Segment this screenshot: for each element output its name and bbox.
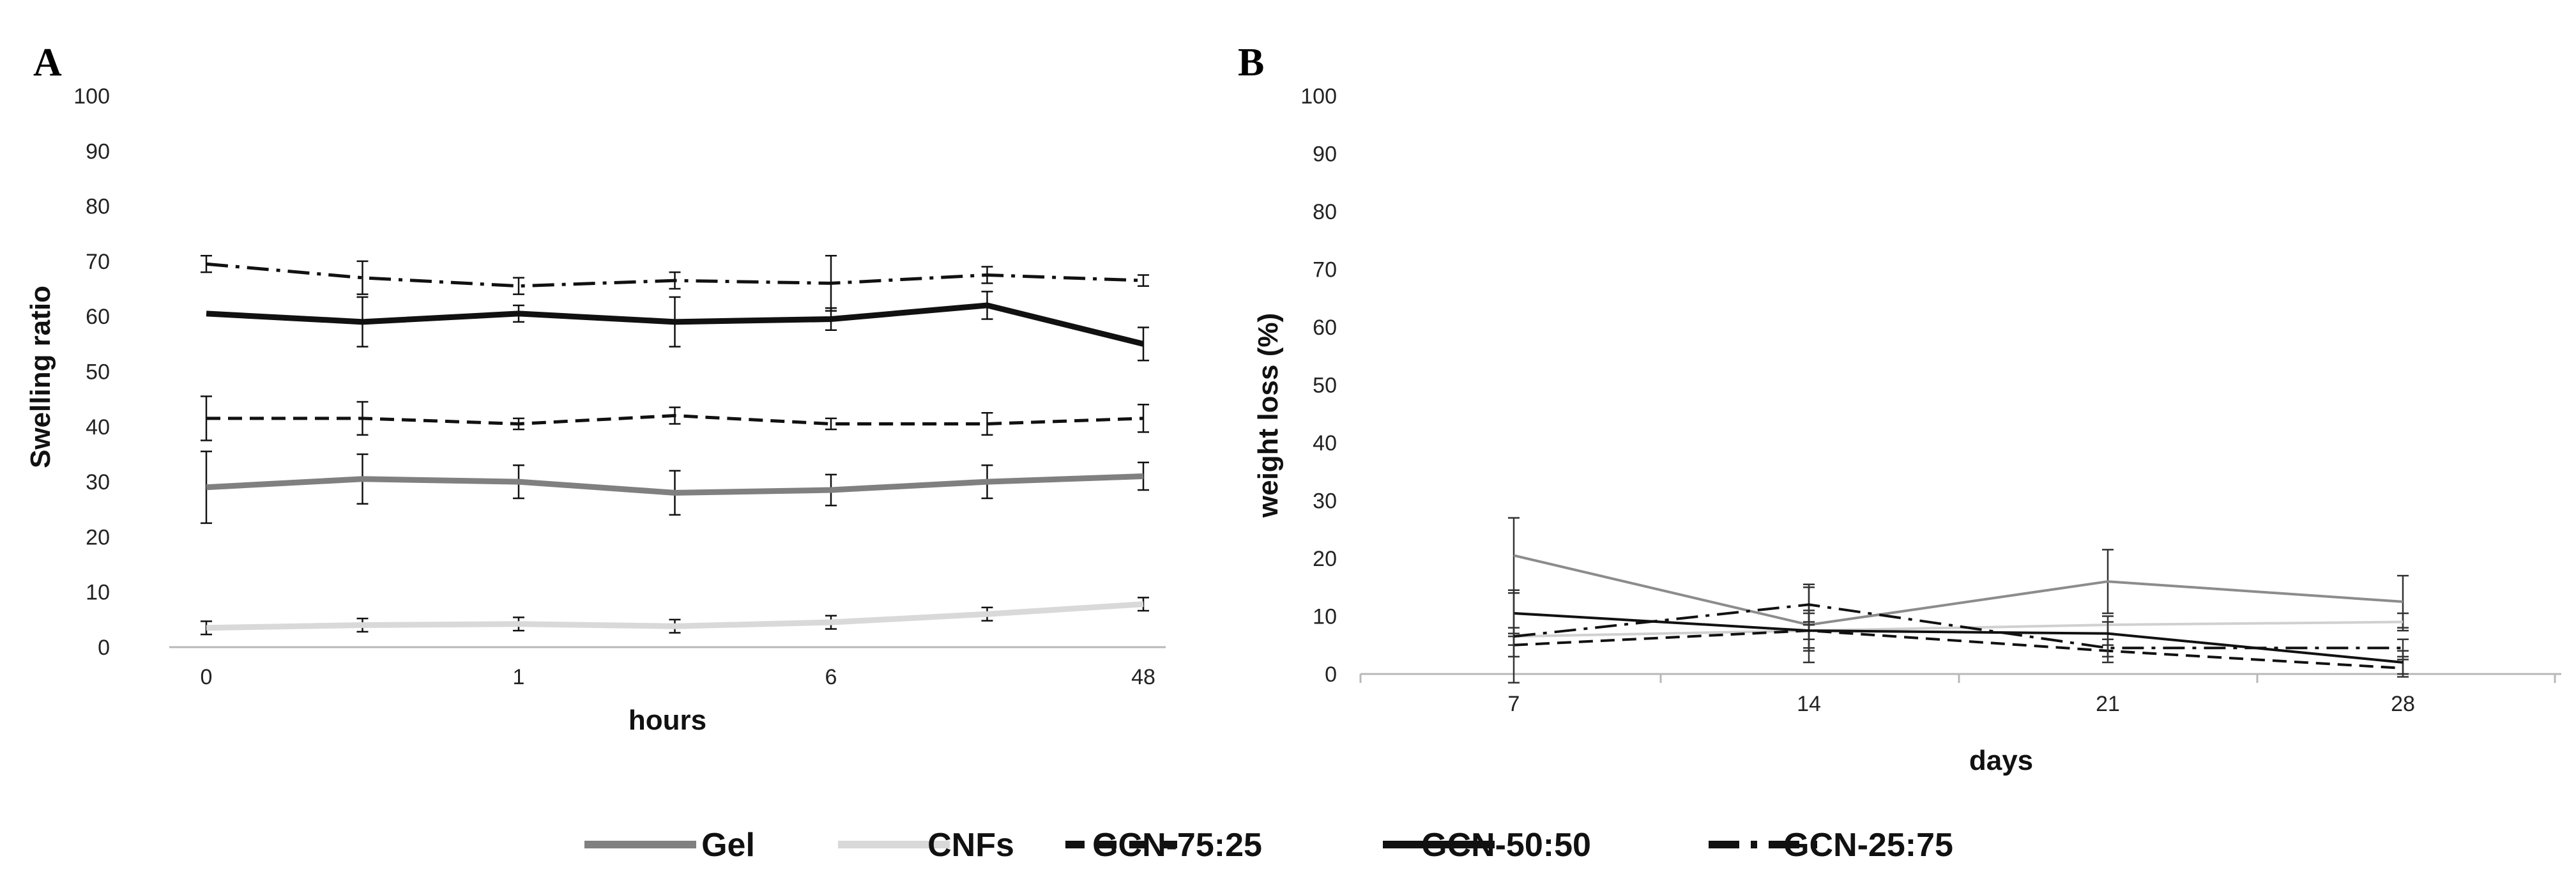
panel-a-x-axis-ticks: 0 1 6 48 (201, 665, 1155, 689)
a-y-tick-label: 80 (86, 195, 110, 219)
a-series-gcn-75-25 (201, 395, 1149, 441)
panel-a-y-axis-ticks: 0 10 20 30 40 50 60 70 80 90 100 (73, 84, 110, 660)
b-y-tick-label: 20 (1313, 547, 1337, 571)
legend-label-gcn-75-25: GCN-75:25 (1092, 827, 1262, 864)
a-series-gcn-25-75 (201, 255, 1149, 312)
panel-a-letter: A (33, 41, 62, 84)
b-y-tick-label: 10 (1313, 605, 1337, 629)
b-y-tick-label: 70 (1313, 258, 1337, 282)
panel-b-series (1508, 517, 2409, 684)
b-x-tick-label: 7 (1508, 692, 1520, 716)
a-y-tick-label: 30 (86, 470, 110, 494)
a-error-bars-cnfs (201, 597, 1149, 636)
b-y-tick-label: 0 (1325, 662, 1337, 687)
a-error-bars-gcn-50-50 (356, 291, 1149, 362)
legend-label-cnfs: CNFs (927, 827, 1014, 864)
a-x-tick-label: 48 (1131, 665, 1155, 689)
panel-a-x-axis-title: hours (629, 705, 706, 736)
a-y-tick-label: 0 (98, 636, 110, 660)
b-y-tick-label: 90 (1313, 142, 1337, 167)
b-x-tick-label: 28 (2391, 692, 2415, 716)
b-x-tick-label: 14 (1797, 692, 1821, 716)
b-line-gcn-75-25 (1513, 629, 2404, 670)
legend-label-gcn-50-50: GCN-50:50 (1421, 827, 1591, 864)
a-y-tick-label: 100 (73, 84, 110, 109)
a-series-gel (201, 450, 1149, 524)
panel-b-letter: B (1238, 41, 1264, 84)
a-series-gcn-50-50 (206, 291, 1149, 362)
a-line-cnfs (206, 601, 1144, 631)
a-error-bars-gel (201, 450, 1149, 524)
a-series-cnfs (201, 597, 1149, 636)
b-line-cnfs (1513, 620, 2404, 638)
a-y-tick-label: 10 (86, 581, 110, 605)
panel-b-y-axis-ticks: 0 10 20 30 40 50 60 70 80 90 100 (1300, 84, 1337, 687)
b-y-tick-label: 100 (1300, 84, 1337, 109)
b-y-tick-label: 30 (1313, 489, 1337, 514)
a-y-tick-label: 90 (86, 139, 110, 164)
legend-label-gel: Gel (701, 827, 755, 864)
panel-a-y-axis-title: Swelling ratio (25, 286, 56, 468)
panel-b-chart: 0 10 20 30 40 50 60 70 80 90 100 7 14 21 28 weight lo… (1253, 84, 2561, 776)
a-x-tick-label: 6 (825, 665, 837, 689)
panel-b-y-axis-title: weight loss (%) (1253, 313, 1284, 518)
a-y-tick-label: 40 (86, 415, 110, 440)
panel-b-x-axis-ticks: 7 14 21 28 (1359, 674, 2556, 716)
a-x-tick-label: 0 (201, 665, 213, 689)
b-y-tick-label: 50 (1313, 374, 1337, 398)
b-line-gel (1513, 554, 2404, 627)
b-series-gcn-25-75 (1508, 583, 2409, 684)
a-y-tick-label: 60 (86, 305, 110, 329)
legend: Gel CNFs GCN-75:25 GCN-50:50 GCN-25:75 (584, 827, 1953, 864)
legend-label-gcn-25-75: GCN-25:75 (1783, 827, 1953, 864)
a-y-tick-label: 20 (86, 525, 110, 549)
panel-a-chart: 0 10 20 30 40 50 60 70 80 90 100 0 1 6 48 Swelling ra… (25, 84, 1166, 736)
a-y-tick-label: 70 (86, 250, 110, 274)
a-y-tick-label: 50 (86, 360, 110, 385)
b-line-gcn-25-75 (1513, 603, 2403, 650)
panel-a-series (201, 255, 1149, 636)
b-y-tick-label: 60 (1313, 316, 1337, 340)
b-y-tick-label: 80 (1313, 200, 1337, 224)
panel-b-x-axis-title: days (1969, 745, 2033, 776)
b-y-tick-label: 40 (1313, 431, 1337, 455)
a-x-tick-label: 1 (513, 665, 525, 689)
b-x-tick-label: 21 (2096, 692, 2120, 716)
